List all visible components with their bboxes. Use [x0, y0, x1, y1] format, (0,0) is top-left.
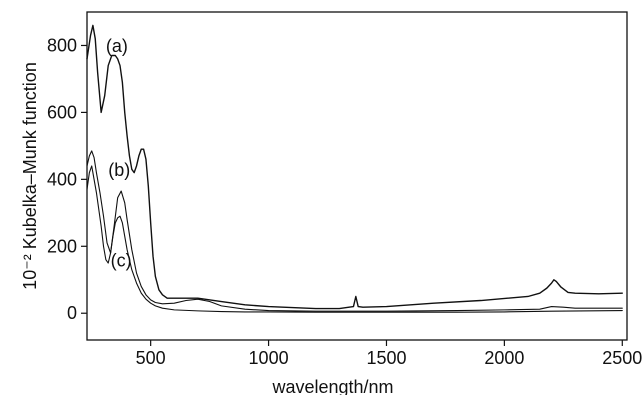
series-annotation-2: (c)	[111, 250, 132, 270]
series-annotation-0: (a)	[106, 36, 128, 56]
tick-layer: 500 1000 1500 2000 2500 0 200 400 600 800	[47, 35, 642, 368]
x-tick-label-1: 1000	[249, 348, 289, 368]
x-tick-label-2: 1500	[366, 348, 406, 368]
x-axis-title: wavelength/nm	[271, 377, 393, 395]
plot-frame	[86, 11, 628, 341]
x-tick-label-3: 2000	[484, 348, 524, 368]
y-tick-label-2: 400	[47, 169, 77, 189]
y-tick-label-4: 800	[47, 35, 77, 55]
label-layer: (a) (b) (c)	[106, 36, 132, 270]
series-annotation-1: (b)	[108, 160, 130, 180]
y-tick-label-0: 0	[67, 303, 77, 323]
y-axis-title: 10⁻² Kubelka–Munk function	[20, 62, 40, 290]
series-line-2	[86, 150, 623, 312]
x-tick-label-4: 2500	[602, 348, 642, 368]
y-tick-label-1: 200	[47, 236, 77, 256]
series-line-3	[86, 165, 623, 313]
curve-layer	[86, 24, 623, 313]
x-tick-label-0: 500	[136, 348, 166, 368]
series-line-1	[86, 24, 623, 310]
y-tick-label-3: 600	[47, 102, 77, 122]
